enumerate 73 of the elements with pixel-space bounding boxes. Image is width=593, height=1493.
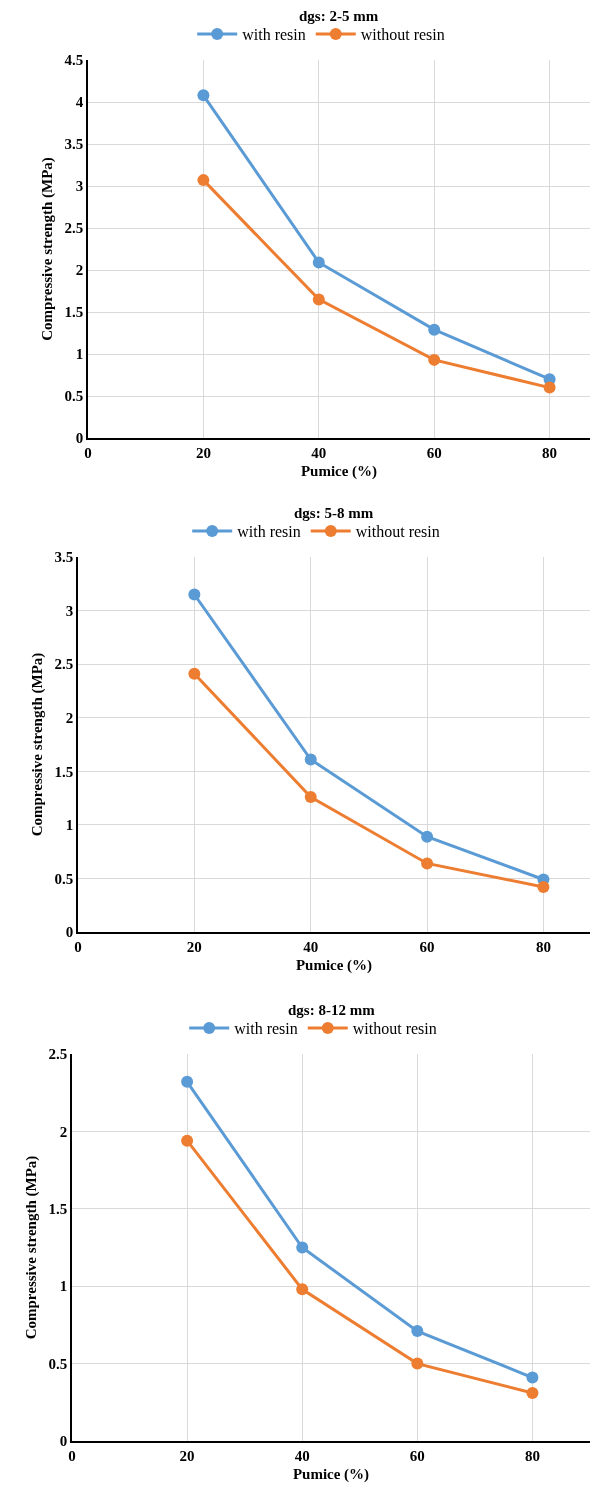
y-tick-label: 1 (65, 817, 74, 834)
x-tick-label: 80 (535, 938, 551, 955)
x-axis-title: Pumice (%) (295, 957, 373, 975)
y-tick-label: 2 (65, 709, 74, 726)
point (197, 174, 210, 187)
y-tick-label: 0.5 (48, 1355, 68, 1372)
legend-label: without resin (360, 26, 445, 44)
chart-title: dgs: 2-5 mm (299, 8, 379, 24)
point (304, 753, 317, 766)
x-tick-label: 80 (524, 1447, 540, 1464)
point (526, 1371, 539, 1384)
y-tick-label: 2 (75, 262, 84, 279)
point (428, 353, 441, 366)
point (296, 1241, 309, 1254)
y-tick-label: 1.5 (48, 1201, 68, 1218)
y-tick-label: 1 (59, 1278, 68, 1295)
x-tick-label: 60 (419, 938, 435, 955)
point (537, 881, 550, 893)
x-tick-label: 60 (409, 1447, 425, 1464)
y-tick-label: 4 (75, 94, 84, 111)
y-tick-label: 1.5 (64, 304, 84, 321)
point (411, 1357, 424, 1370)
legend-label: with resin (242, 26, 306, 44)
y-tick-label: 3.5 (54, 549, 74, 566)
point (197, 89, 210, 102)
x-tick-label: 80 (542, 444, 558, 461)
y-tick-label: 0.5 (54, 870, 74, 887)
y-axis-title: Compressive strength (MPa) (39, 157, 57, 341)
y-tick-label: 0 (65, 924, 74, 941)
x-tick-label: 20 (179, 1447, 195, 1464)
x-axis-title: Pumice (%) (292, 1466, 370, 1484)
x-tick-label: 40 (303, 938, 319, 955)
y-tick-label: 2.5 (48, 1046, 68, 1063)
point (296, 1283, 309, 1296)
y-tick-label: 1 (75, 346, 84, 363)
x-tick-label: 20 (186, 938, 202, 955)
point (421, 857, 434, 870)
legend-label: with resin (234, 1020, 298, 1038)
point (543, 381, 556, 394)
x-tick-label: 40 (311, 444, 327, 461)
point (526, 1387, 539, 1399)
point (421, 830, 434, 843)
legend-label: without resin (352, 1020, 437, 1038)
y-tick-label: 3.5 (64, 136, 84, 153)
point (304, 791, 317, 803)
point (188, 667, 201, 680)
y-tick-label: 0.5 (64, 388, 84, 405)
x-tick-label: 40 (294, 1447, 310, 1464)
point (312, 293, 325, 306)
y-tick-label: 3 (75, 178, 84, 195)
y-tick-label: 4.5 (64, 52, 84, 69)
y-tick-label: 1.5 (54, 763, 74, 780)
x-tick-label: 20 (195, 444, 211, 461)
y-axis-title: Compressive strength (MPa) (29, 652, 47, 837)
y-tick-label: 2.5 (54, 656, 74, 673)
y-tick-label: 0 (59, 1433, 68, 1450)
y-tick-label: 0 (75, 430, 84, 447)
y-tick-label: 2.5 (64, 220, 84, 237)
y-axis-title: Compressive strength (MPa) (23, 1155, 41, 1340)
legend-label: without resin (355, 523, 440, 541)
legend-label: with resin (237, 523, 301, 541)
point (411, 1325, 424, 1338)
y-tick-label: 3 (65, 602, 74, 619)
point (181, 1075, 194, 1088)
point (181, 1134, 194, 1147)
chart-title: dgs: 8-12 mm (288, 1002, 376, 1018)
x-axis-title: Pumice (%) (300, 463, 378, 481)
point (312, 256, 325, 269)
point (428, 323, 441, 336)
y-tick-label: 2 (59, 1123, 68, 1140)
chart-title: dgs: 5-8 mm (294, 505, 374, 521)
point (188, 588, 201, 601)
x-tick-label: 60 (426, 444, 442, 461)
